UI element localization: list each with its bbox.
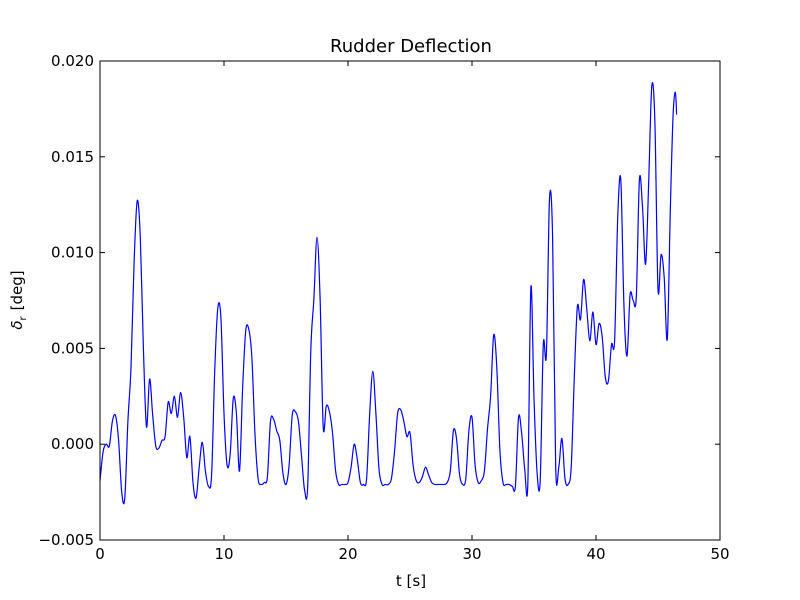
x-tick-label: 50 [710,545,729,563]
x-tick-label: 40 [586,545,605,563]
y-tick-label: 0.005 [51,339,94,357]
x-axis: 0 10 20 30 40 50 [95,61,730,563]
chart-title: Rudder Deflection [330,36,492,57]
y-tick-label: 0.015 [51,148,94,166]
x-tick-label: 10 [214,545,233,563]
x-axis-label: t [s] [396,572,426,590]
y-tick-label: 0.000 [51,435,94,453]
y-axis: −0.005 0.000 0.005 0.010 0.015 0.020 [38,52,720,549]
plot-frame [99,60,721,541]
x-tick-label: 0 [95,545,105,563]
x-tick-label: 30 [462,545,481,563]
plot-background [100,61,720,540]
y-tick-label: 0.010 [51,244,94,262]
y-axis-label-symbol: δ [8,320,26,329]
series-line [99,82,678,505]
y-tick-label: 0.020 [51,52,94,70]
y-tick-label: −0.005 [38,531,94,549]
x-tick-label: 20 [338,545,357,563]
plot-area [99,60,721,541]
y-axis-label-unit: [deg] [8,270,26,310]
y-axis-label: δr [deg] [8,270,29,329]
y-axis-label-subscript: r [18,315,29,320]
